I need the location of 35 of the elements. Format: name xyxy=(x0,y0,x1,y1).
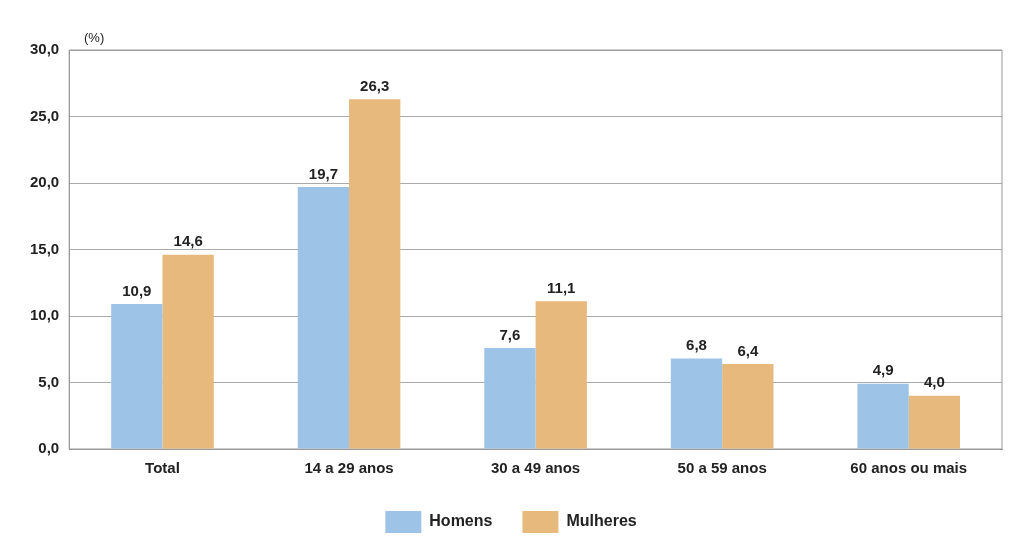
bar xyxy=(670,358,723,449)
y-axis-title: (%) xyxy=(84,30,105,45)
data-label: 26,3 xyxy=(360,76,390,94)
data-label: 6,8 xyxy=(686,336,707,354)
bar xyxy=(484,347,536,449)
x-tick-label: 30 a 49 anos xyxy=(490,459,581,477)
legend-label: Homens xyxy=(429,512,493,530)
bar xyxy=(162,254,214,449)
legend-label: Mulheres xyxy=(566,512,637,530)
bar xyxy=(535,301,587,449)
data-label: 7,6 xyxy=(499,325,521,343)
bar xyxy=(111,304,163,449)
y-tick-label: 15,0 xyxy=(29,239,60,257)
bar xyxy=(297,186,350,449)
x-tick-label: Total xyxy=(145,459,180,477)
bar xyxy=(857,383,909,449)
data-label: 14,6 xyxy=(173,232,203,250)
y-tick-label: 30,0 xyxy=(29,40,60,58)
bar xyxy=(908,395,961,449)
data-label: 6,4 xyxy=(737,341,759,359)
bar xyxy=(722,363,774,449)
data-label: 11,1 xyxy=(547,279,576,297)
y-tick-label: 0,0 xyxy=(38,439,60,457)
y-tick-label: 25,0 xyxy=(29,106,60,124)
y-tick-label: 5,0 xyxy=(38,372,60,390)
data-label: 19,7 xyxy=(308,164,338,182)
y-tick-label: 10,0 xyxy=(29,306,60,324)
data-label: 10,9 xyxy=(122,281,152,299)
y-tick-label: 20,0 xyxy=(29,173,60,191)
x-tick-label: 60 anos ou mais xyxy=(850,459,968,477)
x-tick-label: 50 a 59 anos xyxy=(677,459,767,477)
bar xyxy=(349,99,401,449)
data-label: 4,0 xyxy=(923,373,945,391)
x-tick-label: 14 a 29 anos xyxy=(304,459,394,477)
data-label: 4,9 xyxy=(872,361,894,379)
